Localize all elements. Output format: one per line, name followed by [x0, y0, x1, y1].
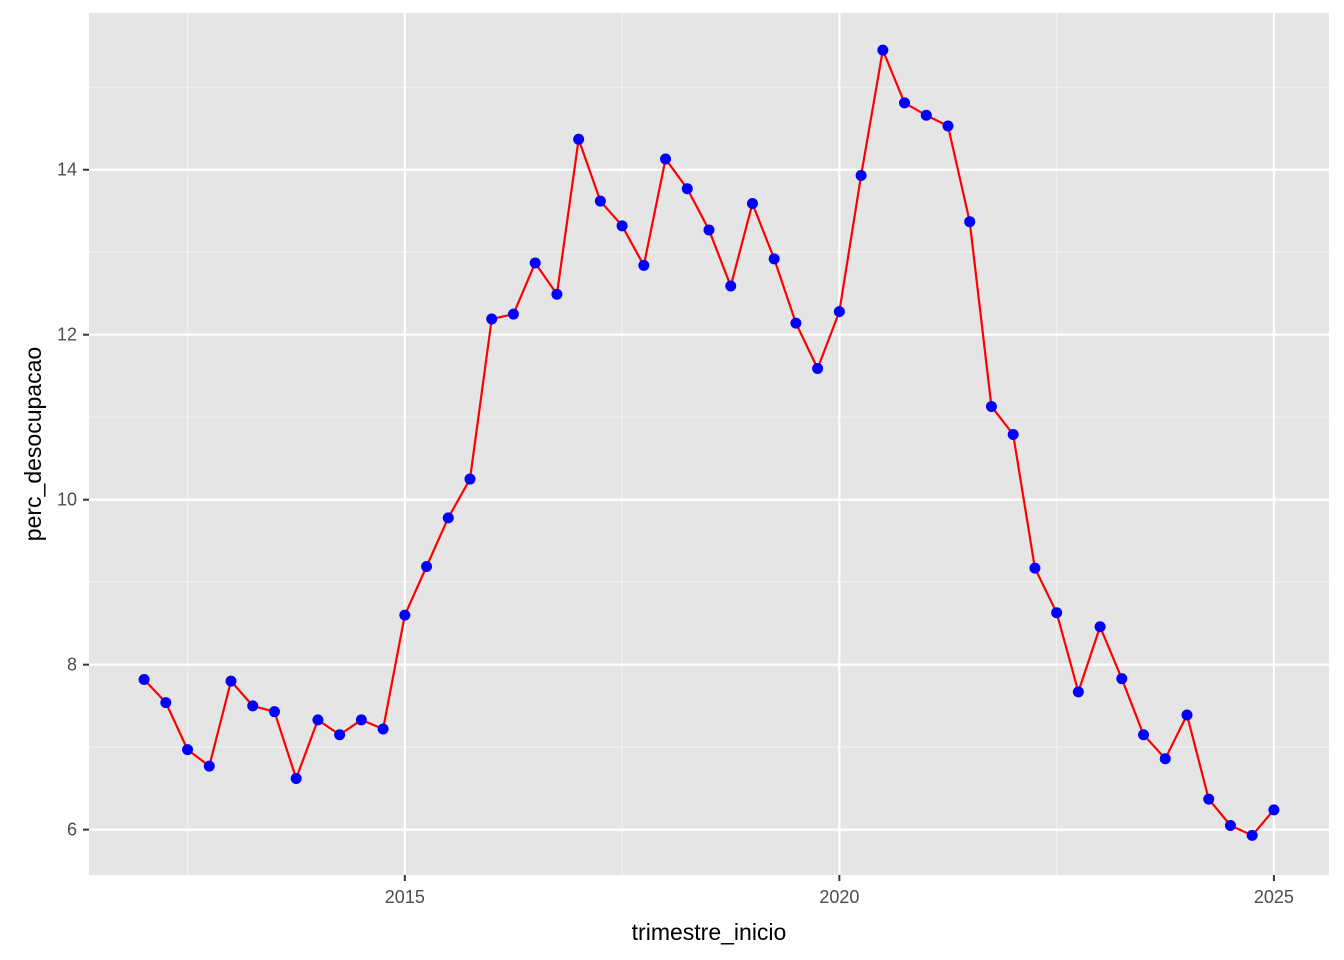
data-point [1224, 820, 1236, 832]
data-point [334, 729, 346, 741]
tick-labels: 2015 2020 2025 6 8 10 12 14 [57, 160, 1294, 907]
data-point [225, 675, 237, 687]
data-point [1094, 621, 1106, 633]
data-point [899, 97, 911, 109]
data-point [377, 723, 389, 735]
data-point [247, 700, 259, 712]
data-point [312, 714, 324, 726]
data-point [1203, 793, 1215, 805]
data-point [660, 153, 672, 165]
data-point [464, 473, 476, 485]
x-axis-title: trimestre_inicio [632, 919, 787, 945]
data-point [812, 363, 824, 375]
data-point [594, 195, 606, 207]
data-point [855, 170, 867, 182]
data-point [1181, 709, 1193, 721]
axis-ticks [83, 168, 1275, 881]
data-point [551, 288, 563, 300]
x-tick-label: 2025 [1254, 887, 1294, 907]
y-tick-label: 6 [67, 820, 77, 840]
data-point [942, 120, 954, 132]
data-point [486, 313, 498, 325]
data-point [290, 772, 302, 784]
data-point [1138, 729, 1150, 741]
x-tick-label: 2020 [819, 887, 859, 907]
x-tick-label: 2015 [385, 887, 425, 907]
data-point [421, 560, 433, 572]
data-point [399, 609, 411, 621]
data-point [1072, 686, 1084, 698]
data-point [790, 317, 802, 329]
data-point [573, 133, 585, 145]
data-point [703, 224, 715, 236]
data-point [268, 706, 280, 718]
data-point [160, 697, 172, 709]
data-point [1159, 753, 1171, 765]
data-point [877, 44, 889, 56]
major-gridlines [89, 13, 1329, 875]
data-series [138, 44, 1280, 841]
data-point [1007, 429, 1019, 441]
data-point [1246, 829, 1258, 841]
data-point [138, 674, 150, 686]
data-point [768, 253, 780, 265]
data-point [985, 400, 997, 412]
data-point [920, 109, 932, 121]
data-point [638, 259, 650, 271]
data-point [1268, 804, 1280, 816]
y-tick-label: 12 [57, 325, 77, 345]
data-point [507, 308, 519, 320]
data-point [725, 280, 737, 292]
data-point [529, 257, 541, 269]
data-point [746, 198, 758, 210]
data-point [616, 220, 628, 232]
data-point [203, 760, 215, 772]
y-axis-title: perc_desocupacao [20, 347, 46, 541]
data-point [1116, 673, 1128, 685]
data-point [442, 512, 454, 524]
plot-panel [89, 13, 1329, 875]
data-point [1029, 562, 1041, 574]
data-point [182, 744, 194, 756]
data-point [681, 183, 693, 195]
minor-gridlines [89, 13, 1329, 875]
data-point [1051, 607, 1063, 619]
data-point [833, 306, 845, 318]
y-tick-label: 10 [57, 490, 77, 510]
data-point [964, 216, 976, 228]
data-point [355, 714, 367, 726]
y-tick-label: 14 [57, 160, 77, 180]
y-tick-label: 8 [67, 655, 77, 675]
